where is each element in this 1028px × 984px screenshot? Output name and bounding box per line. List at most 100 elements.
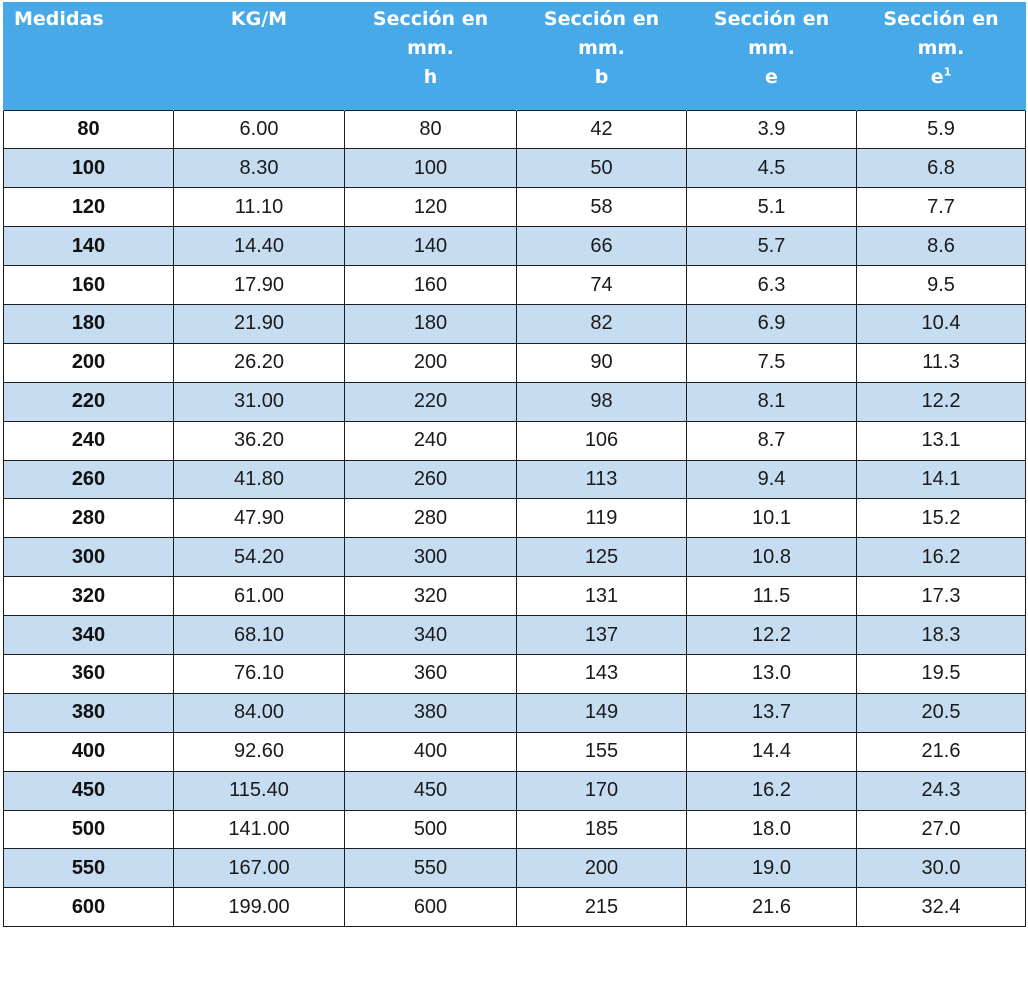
table-row: 160 17.90 160 74 6.3 9.5 (3, 265, 1026, 305)
cell-kg-m: 84.00 (173, 692, 345, 733)
cell-b: 155 (516, 731, 687, 772)
cell-b: 215 (516, 887, 687, 928)
cell-b: 98 (516, 381, 687, 422)
cell-kg-m: 115.40 (173, 770, 345, 811)
header-seccion-e1: Sección en mm. e1 (856, 2, 1026, 110)
cell-b: 58 (516, 187, 687, 228)
cell-e1: 9.5 (856, 265, 1026, 305)
cell-medida: 140 (3, 226, 174, 267)
cell-kg-m: 141.00 (173, 809, 345, 850)
table-row: 140 14.40 140 66 5.7 8.6 (3, 226, 1026, 267)
cell-kg-m: 31.00 (173, 381, 345, 422)
cell-e: 10.1 (686, 498, 857, 539)
cell-h: 380 (344, 692, 517, 733)
header-line: Medidas (14, 8, 104, 30)
cell-h: 500 (344, 809, 517, 850)
cell-medida: 120 (3, 187, 174, 228)
cell-e1: 5.9 (856, 109, 1026, 150)
cell-e1: 20.5 (856, 692, 1026, 733)
header-line: Sección en (543, 8, 660, 30)
cell-e1: 6.8 (856, 148, 1026, 189)
cell-e1: 27.0 (856, 809, 1026, 850)
header-line: KG/M (230, 8, 288, 30)
header-kg-m: KG/M (173, 2, 345, 110)
cell-h: 340 (344, 615, 517, 655)
cell-medida: 550 (3, 848, 174, 889)
cell-kg-m: 54.20 (173, 537, 345, 578)
table-row: 400 92.60 400 155 14.4 21.6 (3, 731, 1026, 772)
cell-kg-m: 8.30 (173, 148, 345, 189)
cell-e: 5.7 (686, 226, 857, 267)
cell-e1: 14.1 (856, 459, 1026, 500)
cell-medida: 240 (3, 420, 174, 461)
cell-kg-m: 41.80 (173, 459, 345, 500)
cell-medida: 200 (3, 342, 174, 383)
cell-kg-m: 68.10 (173, 615, 345, 655)
table-row: 100 8.30 100 50 4.5 6.8 (3, 148, 1026, 189)
table-row: 320 61.00 320 131 11.5 17.3 (3, 576, 1026, 617)
cell-b: 149 (516, 692, 687, 733)
cell-b: 74 (516, 265, 687, 305)
cell-medida: 280 (3, 498, 174, 539)
cell-e: 5.1 (686, 187, 857, 228)
cell-medida: 450 (3, 770, 174, 811)
cell-e1: 21.6 (856, 731, 1026, 772)
cell-kg-m: 92.60 (173, 731, 345, 772)
table-body: 80 6.00 80 42 3.9 5.9 100 8.30 100 50 4.5 6.8 120 11.… (3, 109, 1026, 928)
cell-b: 66 (516, 226, 687, 267)
cell-e1: 18.3 (856, 615, 1026, 655)
cell-e1: 8.6 (856, 226, 1026, 267)
cell-b: 113 (516, 459, 687, 500)
cell-medida: 500 (3, 809, 174, 850)
cell-e: 13.7 (686, 692, 857, 733)
cell-h: 300 (344, 537, 517, 578)
cell-e: 4.5 (686, 148, 857, 189)
cell-b: 170 (516, 770, 687, 811)
cell-kg-m: 17.90 (173, 265, 345, 305)
cell-kg-m: 21.90 (173, 303, 345, 344)
cell-b: 137 (516, 615, 687, 655)
table-row: 340 68.10 340 137 12.2 18.3 (3, 615, 1026, 655)
cell-kg-m: 47.90 (173, 498, 345, 539)
cell-e1: 16.2 (856, 537, 1026, 578)
cell-h: 320 (344, 576, 517, 617)
table-header: Medidas KG/M Sección en mm. h Sección en mm. b S… (3, 2, 1026, 110)
cell-b: 50 (516, 148, 687, 189)
table-row: 550 167.00 550 200 19.0 30.0 (3, 848, 1026, 889)
cell-e1: 12.2 (856, 381, 1026, 422)
table-row: 500 141.00 500 185 18.0 27.0 (3, 809, 1026, 850)
cell-h: 400 (344, 731, 517, 772)
cell-medida: 220 (3, 381, 174, 422)
cell-b: 90 (516, 342, 687, 383)
cell-b: 106 (516, 420, 687, 461)
cell-h: 140 (344, 226, 517, 267)
cell-medida: 400 (3, 731, 174, 772)
cell-kg-m: 61.00 (173, 576, 345, 617)
cell-medida: 300 (3, 537, 174, 578)
cell-kg-m: 26.20 (173, 342, 345, 383)
cell-medida: 100 (3, 148, 174, 189)
cell-h: 120 (344, 187, 517, 228)
cell-medida: 360 (3, 653, 174, 694)
header-seccion-b: Sección en mm. b (516, 2, 687, 110)
cell-kg-m: 167.00 (173, 848, 345, 889)
cell-b: 185 (516, 809, 687, 850)
cell-e1: 32.4 (856, 887, 1026, 928)
header-line: b (594, 66, 609, 88)
cell-b: 119 (516, 498, 687, 539)
cell-h: 550 (344, 848, 517, 889)
header-line: Sección en (372, 8, 489, 30)
cell-e1: 15.2 (856, 498, 1026, 539)
cell-e1: 24.3 (856, 770, 1026, 811)
cell-e1: 17.3 (856, 576, 1026, 617)
cell-kg-m: 6.00 (173, 109, 345, 150)
cell-e1: 13.1 (856, 420, 1026, 461)
cell-e: 8.1 (686, 381, 857, 422)
cell-e1: 11.3 (856, 342, 1026, 383)
table-row: 360 76.10 360 143 13.0 19.5 (3, 653, 1026, 694)
table-row: 300 54.20 300 125 10.8 16.2 (3, 537, 1026, 578)
cell-e1: 30.0 (856, 848, 1026, 889)
cell-e1: 19.5 (856, 653, 1026, 694)
cell-medida: 340 (3, 615, 174, 655)
table-row: 180 21.90 180 82 6.9 10.4 (3, 303, 1026, 344)
